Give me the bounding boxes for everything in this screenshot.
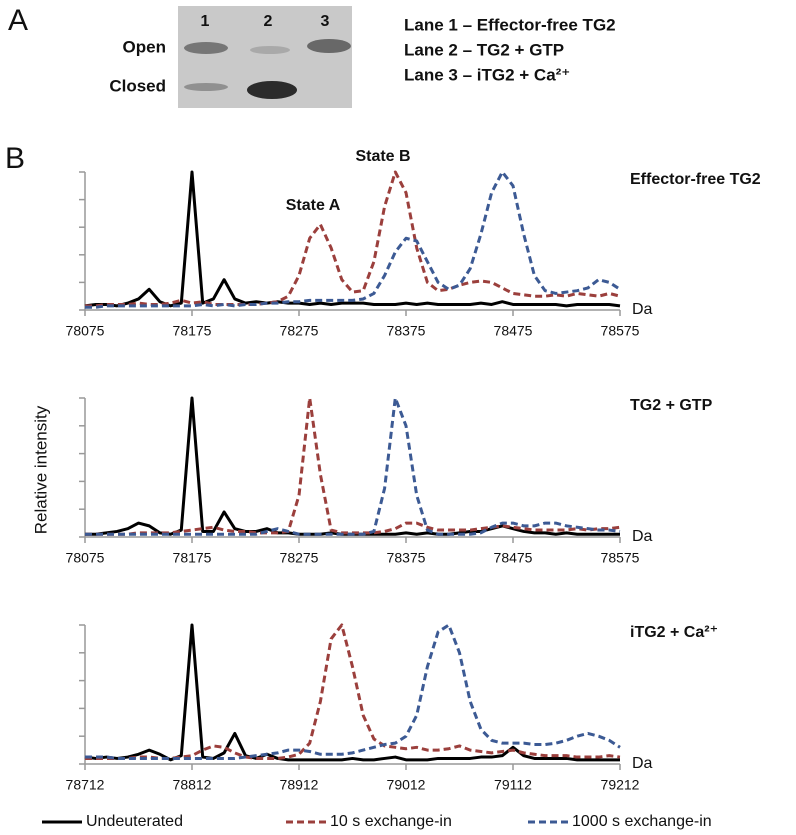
legend-item: 1000 s exchange-in [528,813,712,830]
gel-band [250,46,290,54]
legend-label: 10 s exchange-in [330,813,452,830]
x-tick-label: 78075 [66,323,105,339]
x-tick-label: 78712 [66,777,105,793]
lane-legend: Lane 1 – Effector-free TG2 [404,15,616,34]
x-tick-label: 79012 [387,777,426,793]
panel-label: A [8,4,28,37]
gel-band [247,81,297,99]
band-label: Open [123,37,166,56]
lane-legend: Lane 2 – TG2 + GTP [404,40,564,59]
x-tick-label: 78475 [494,323,533,339]
x-axis-unit: Da [632,301,653,318]
lane-number: 1 [201,13,210,30]
annotation: State B [355,148,410,165]
x-tick-label: 78475 [494,550,533,566]
band-label: Closed [109,76,166,95]
x-tick-label: 78275 [280,323,319,339]
lane-number: 3 [321,13,330,30]
x-tick-label: 79112 [494,777,532,793]
x-axis-unit: Da [632,528,653,545]
legend-item: 10 s exchange-in [286,813,452,830]
chart-title: iTG2 + Ca²⁺ [630,624,718,641]
legend-item: Undeuterated [42,813,183,830]
chart-title: Effector-free TG2 [630,171,761,188]
gel-band [307,39,351,53]
spectrum-line [85,170,621,308]
x-tick-label: 78275 [280,550,319,566]
gel-band [184,42,228,54]
x-axis-unit: Da [632,755,653,772]
spectrum-line [85,396,621,536]
y-axis-label: Relative intensity [31,405,50,534]
x-tick-label: 78575 [601,323,640,339]
x-tick-label: 78375 [387,550,426,566]
x-tick-label: 78812 [173,777,212,793]
x-tick-label: 78175 [173,550,212,566]
lane-legend: Lane 3 – iTG2 + Ca²⁺ [404,65,570,84]
panel-label: B [5,142,25,175]
x-tick-label: 78175 [173,323,212,339]
gel [178,6,352,108]
spectrum-line [85,623,621,760]
chart-title: TG2 + GTP [630,397,713,414]
x-tick-label: 78912 [280,777,319,793]
lane-number: 2 [264,13,273,30]
x-tick-label: 78375 [387,323,426,339]
gel-band [184,83,228,91]
spectrum-line [85,170,621,309]
x-tick-label: 78575 [601,550,640,566]
x-tick-label: 78075 [66,550,105,566]
legend-label: Undeuterated [86,813,183,830]
legend-label: 1000 s exchange-in [572,813,712,830]
x-tick-label: 79212 [601,777,640,793]
annotation: State A [286,197,341,214]
